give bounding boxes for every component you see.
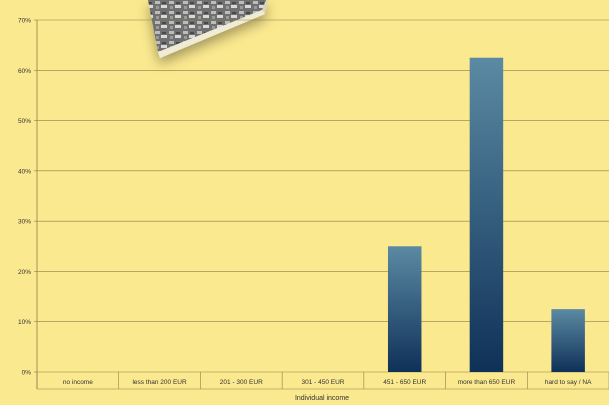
- x-tick-label: 301 - 450 EUR: [302, 379, 345, 386]
- x-tick-label: hard to say / NA: [545, 379, 592, 386]
- y-tick-label: 40%: [18, 168, 31, 175]
- bar: [551, 309, 585, 372]
- y-tick-label: 70%: [18, 18, 31, 25]
- x-tick-label: no income: [63, 379, 93, 386]
- y-tick-label: 30%: [18, 219, 31, 226]
- x-tick-label: more than 650 EUR: [458, 379, 516, 386]
- satellite-photo-image: [148, 0, 268, 58]
- x-tick-label: 201 - 300 EUR: [220, 379, 263, 386]
- bar: [469, 57, 504, 372]
- x-tick-label: less than 200 EUR: [132, 379, 187, 386]
- gridlines: [37, 19, 609, 373]
- axes: [34, 19, 609, 390]
- x-tick-label: 451 - 650 EUR: [383, 379, 426, 386]
- x-tick-labels: no income less than 200 EUR 201 - 300 EUR 3…: [63, 379, 592, 386]
- y-tick-label: 20%: [18, 269, 31, 276]
- y-tick-label: 10%: [18, 319, 31, 326]
- bars: [387, 57, 585, 372]
- bar: [387, 246, 422, 372]
- y-tick-label: 60%: [18, 68, 31, 75]
- x-axis-title: Individual income: [295, 395, 349, 402]
- y-tick-labels: 0% 10% 20% 30% 40% 50% 60% 70%: [18, 18, 31, 377]
- y-tick-label: 0%: [22, 370, 32, 377]
- y-tick-label: 50%: [18, 118, 31, 125]
